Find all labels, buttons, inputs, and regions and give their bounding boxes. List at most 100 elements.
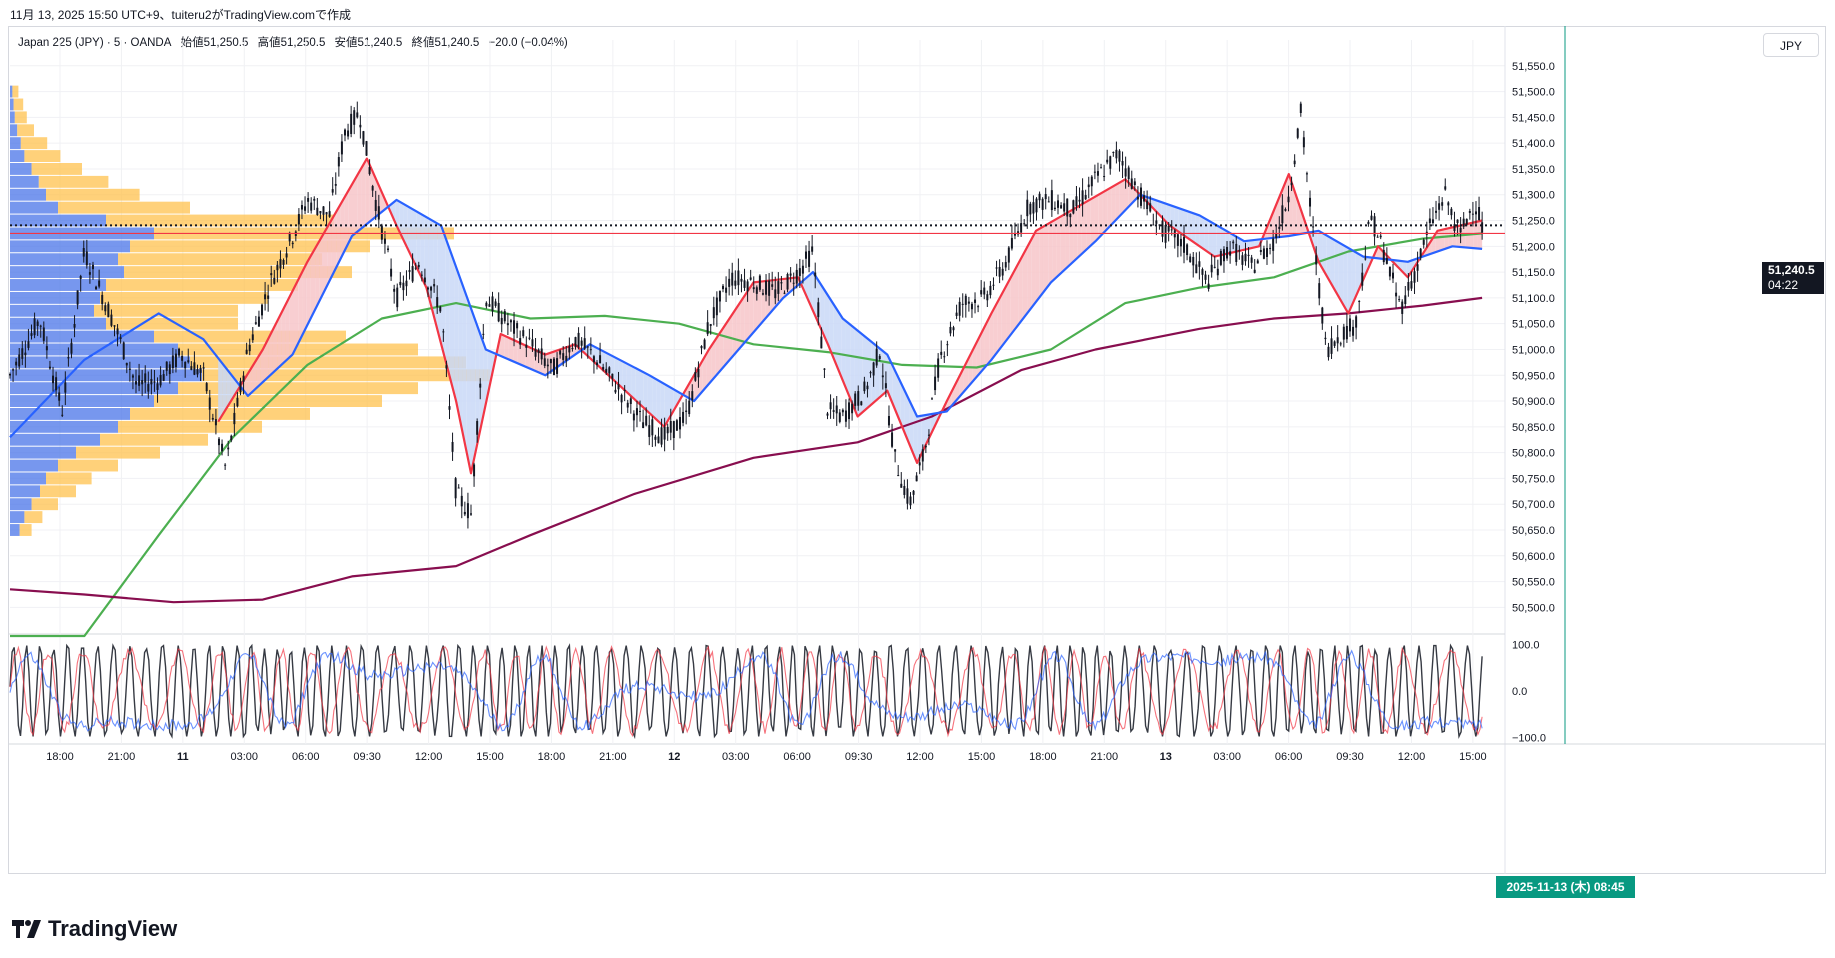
candle-body bbox=[153, 381, 156, 383]
candle-body bbox=[906, 488, 909, 504]
ema-fill-segment bbox=[980, 326, 985, 373]
candle-body bbox=[442, 331, 445, 333]
candle-body bbox=[632, 413, 635, 421]
ema-fill-segment bbox=[470, 308, 476, 474]
price-tick-label: 51,200.0 bbox=[1512, 241, 1555, 253]
candle-body bbox=[1198, 261, 1201, 267]
ema-fill-segment bbox=[517, 341, 522, 365]
candle-body bbox=[448, 406, 451, 410]
tradingview-logo[interactable]: TradingView bbox=[12, 916, 177, 942]
volume-bar-up bbox=[58, 201, 190, 214]
time-tick-label: 18:00 bbox=[1029, 751, 1057, 763]
candle-body bbox=[1428, 218, 1431, 224]
ema-fill-segment bbox=[487, 350, 493, 395]
ema-fill-segment bbox=[1351, 249, 1356, 307]
candle-body bbox=[131, 375, 134, 378]
currency-button[interactable]: JPY bbox=[1763, 33, 1819, 57]
ema-fill-segment bbox=[639, 370, 644, 408]
candle-body bbox=[1407, 281, 1410, 291]
candle-body bbox=[224, 464, 227, 466]
volume-bar-down bbox=[10, 395, 154, 407]
legend-symbol[interactable]: Japan 225 (JPY) · 5 · OANDA bbox=[18, 37, 172, 49]
candle-body bbox=[887, 415, 890, 426]
candle-body bbox=[353, 110, 356, 125]
candle-body bbox=[1413, 271, 1416, 283]
candle-body bbox=[1299, 103, 1302, 113]
ema-fill-segment bbox=[820, 284, 825, 338]
ema-fill-segment bbox=[365, 160, 370, 225]
ema-fill-segment bbox=[1048, 221, 1053, 286]
candle-body bbox=[1462, 218, 1465, 227]
candle-body bbox=[1023, 223, 1026, 225]
candle-body bbox=[725, 287, 728, 293]
candle-body bbox=[761, 293, 764, 295]
ema-fill-segment bbox=[1178, 208, 1183, 235]
candle-body bbox=[181, 355, 184, 361]
candle-body bbox=[780, 282, 783, 284]
ema-fill-segment bbox=[1124, 179, 1129, 212]
candle-body bbox=[380, 225, 383, 240]
candle-body bbox=[823, 368, 826, 370]
candle-body bbox=[1241, 255, 1244, 265]
ema-fill-segment bbox=[1364, 256, 1369, 278]
candle-body bbox=[451, 441, 454, 452]
candle-body bbox=[1305, 173, 1308, 175]
candle-body bbox=[1296, 128, 1299, 138]
candle-body bbox=[1093, 171, 1096, 173]
ema-fill-segment bbox=[921, 414, 926, 454]
candle-body bbox=[1441, 202, 1444, 206]
candle-body bbox=[1222, 249, 1225, 262]
volume-bar-up bbox=[20, 137, 48, 150]
ema-fill-segment bbox=[420, 213, 425, 284]
candle-body bbox=[1152, 224, 1155, 226]
candle-body bbox=[420, 274, 423, 276]
candle-body bbox=[1143, 195, 1146, 202]
chart-frame bbox=[8, 26, 1826, 874]
ema-fill-segment bbox=[1343, 245, 1348, 312]
price-tick-label: 51,150.0 bbox=[1512, 267, 1555, 279]
candle-body bbox=[221, 443, 224, 452]
candle-body bbox=[479, 383, 482, 388]
candle-body bbox=[1373, 216, 1376, 237]
candle-body bbox=[1404, 295, 1407, 305]
candle-body bbox=[562, 353, 565, 360]
ema-fill-segment bbox=[1204, 217, 1209, 253]
candle-body bbox=[970, 303, 973, 310]
ema-fill-segment bbox=[1439, 229, 1445, 251]
candle-body bbox=[408, 270, 411, 272]
volume-bar-up bbox=[154, 395, 382, 407]
candle-body bbox=[688, 400, 691, 415]
time-tick-label: 21:00 bbox=[599, 751, 627, 763]
candle-body bbox=[940, 351, 943, 355]
time-tick-label: 13 bbox=[1160, 751, 1172, 763]
candle-body bbox=[758, 275, 761, 290]
candle-body bbox=[1029, 203, 1032, 215]
candle-body bbox=[577, 332, 580, 348]
candle-body bbox=[248, 344, 251, 352]
candle-body bbox=[1327, 346, 1330, 358]
candle-body bbox=[1216, 268, 1219, 276]
volume-bar-down bbox=[10, 472, 46, 485]
candle-body bbox=[903, 486, 906, 495]
ema-fill-segment bbox=[1250, 239, 1255, 249]
time-tick-label: 06:00 bbox=[292, 751, 320, 763]
ema-fill-segment bbox=[896, 373, 901, 424]
ema-fill-segment bbox=[479, 331, 484, 434]
time-tick-label: 09:30 bbox=[1336, 751, 1364, 763]
ema-fill-segment bbox=[336, 204, 341, 268]
candle-body bbox=[829, 402, 832, 410]
candle-body bbox=[891, 432, 894, 447]
candle-body bbox=[878, 356, 881, 359]
candle-body bbox=[1287, 196, 1290, 203]
candle-body bbox=[740, 278, 743, 282]
ema-fill-segment bbox=[660, 381, 665, 426]
ema-fill-segment bbox=[841, 316, 846, 389]
candle-body bbox=[851, 403, 854, 414]
ema-fill-segment bbox=[445, 238, 450, 378]
ema-fill-segment bbox=[357, 168, 362, 232]
volume-bar-up bbox=[40, 485, 76, 498]
candle-body bbox=[405, 280, 408, 287]
candle-body bbox=[1100, 167, 1103, 169]
candle-body bbox=[642, 422, 645, 429]
